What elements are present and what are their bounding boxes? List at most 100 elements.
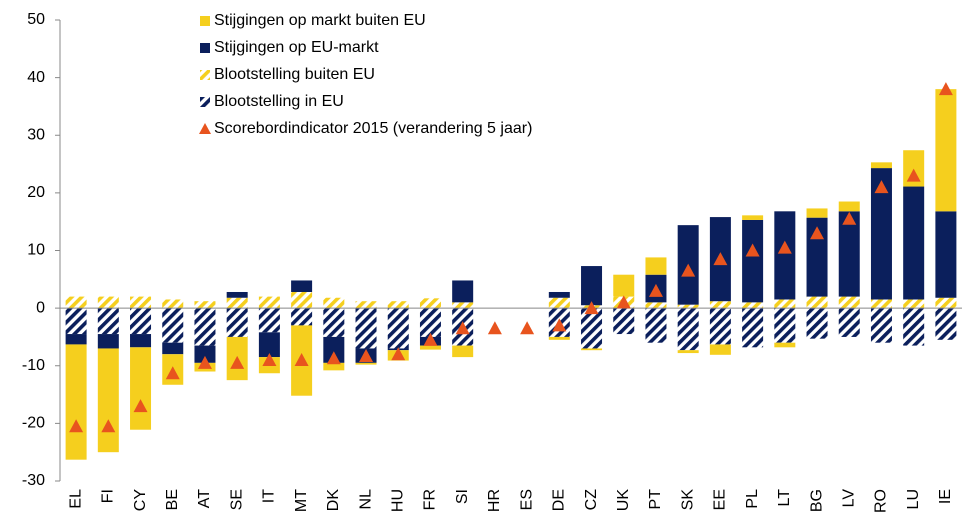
indicator-marker	[423, 332, 438, 346]
bar-segment	[613, 274, 635, 297]
bar-segment	[903, 308, 925, 346]
bar-segment	[130, 347, 152, 430]
bar-segment	[774, 299, 796, 309]
bar-segment	[452, 302, 474, 309]
x-tick-label: CY	[132, 489, 149, 512]
bar-segment	[355, 308, 377, 349]
x-tick-label: DK	[325, 489, 342, 512]
bar-segment	[935, 89, 957, 212]
indicator-marker	[648, 283, 663, 297]
indicator-marker	[713, 252, 728, 266]
indicator-marker	[326, 351, 341, 365]
bar-segment	[581, 308, 603, 349]
bar-segment	[870, 168, 892, 300]
bar-segment	[870, 299, 892, 309]
legend-marker	[199, 123, 211, 134]
bar-segment	[291, 280, 313, 292]
bar-segment	[65, 334, 87, 345]
y-tick-label: 30	[27, 126, 45, 143]
bar-segment	[613, 308, 635, 335]
bar-segment	[419, 345, 441, 350]
x-tick-label: HU	[389, 489, 406, 512]
x-tick-label: RO	[873, 489, 890, 513]
bar-segment	[548, 336, 570, 340]
x-tick-label: DE	[551, 489, 568, 511]
bar-segment	[742, 302, 764, 309]
bar-segment	[677, 350, 699, 354]
legend-marker	[200, 70, 210, 80]
indicator-marker	[777, 240, 792, 254]
bar-segment	[97, 296, 119, 309]
x-tick-label: IE	[937, 489, 954, 504]
indicator-marker	[810, 226, 825, 240]
bar-segment	[581, 348, 603, 351]
bar-segment	[194, 301, 216, 309]
indicator-marker	[552, 318, 567, 332]
y-tick-label: 20	[27, 184, 45, 201]
y-tick-label: 40	[27, 69, 45, 86]
legend-label: Stijgingen op EU-markt	[214, 39, 379, 56]
legend-label: Scorebordindicator 2015 (verandering 5 j…	[214, 120, 532, 137]
indicator-marker	[842, 211, 857, 225]
x-tick-label: HR	[486, 489, 503, 512]
x-tick-label: IT	[261, 489, 278, 503]
bar-segment	[387, 301, 409, 309]
indicator-marker	[681, 263, 696, 277]
legend-label: Stijgingen op markt buiten EU	[214, 12, 426, 29]
indicator-marker	[874, 180, 889, 194]
bar-segment	[935, 297, 957, 309]
indicator-marker	[359, 348, 374, 362]
bar-segment	[162, 299, 184, 309]
x-tick-label: EL	[67, 489, 84, 509]
bar-segment	[774, 211, 796, 300]
x-tick-label: SK	[679, 489, 696, 511]
bar-segment	[677, 308, 699, 351]
y-tick-label: 50	[27, 11, 45, 28]
indicator-marker	[584, 301, 599, 315]
bar-segment	[742, 219, 764, 303]
bar-segment	[774, 342, 796, 348]
bar-segment	[97, 348, 119, 453]
bar-segment	[419, 308, 441, 337]
bar-segment	[323, 362, 345, 371]
bar-segment	[870, 308, 892, 343]
legend-marker	[200, 43, 210, 53]
bar-segment	[838, 296, 860, 309]
bar-segment	[258, 332, 280, 358]
x-tick-label: PL	[744, 489, 761, 509]
indicator-marker	[101, 419, 116, 433]
y-tick-label: 10	[27, 242, 45, 259]
bar-segment	[194, 308, 216, 346]
bar-segment	[452, 345, 474, 358]
bar-segment	[162, 342, 184, 355]
indicator-marker	[906, 168, 921, 182]
x-tick-label: PT	[647, 489, 664, 510]
bar-segment	[452, 280, 474, 303]
legend-label: Blootstelling buiten EU	[214, 66, 375, 83]
x-tick-label: SE	[228, 489, 245, 510]
bar-segment	[870, 162, 892, 169]
bar-segment	[65, 296, 87, 309]
indicator-marker	[520, 321, 535, 335]
bar-segment	[806, 208, 828, 218]
bar-segment	[130, 334, 152, 348]
x-tick-label: NL	[357, 489, 374, 510]
indicator-marker	[165, 366, 180, 380]
bar-segment	[903, 150, 925, 187]
bar-segment	[97, 334, 119, 349]
bar-segment	[291, 308, 313, 326]
bar-segment	[677, 304, 699, 309]
bar-segment	[581, 266, 603, 306]
x-tick-label: SI	[454, 489, 471, 504]
bar-segment	[226, 308, 248, 337]
bar-segment	[323, 297, 345, 309]
bar-segment	[387, 308, 409, 349]
bar-segment	[355, 301, 377, 309]
indicator-marker	[69, 419, 84, 433]
bar-segment	[838, 308, 860, 337]
bar-segment	[645, 257, 667, 275]
indicator-marker	[294, 352, 309, 366]
indicator-marker	[455, 321, 470, 335]
y-tick-label: -30	[22, 472, 45, 489]
